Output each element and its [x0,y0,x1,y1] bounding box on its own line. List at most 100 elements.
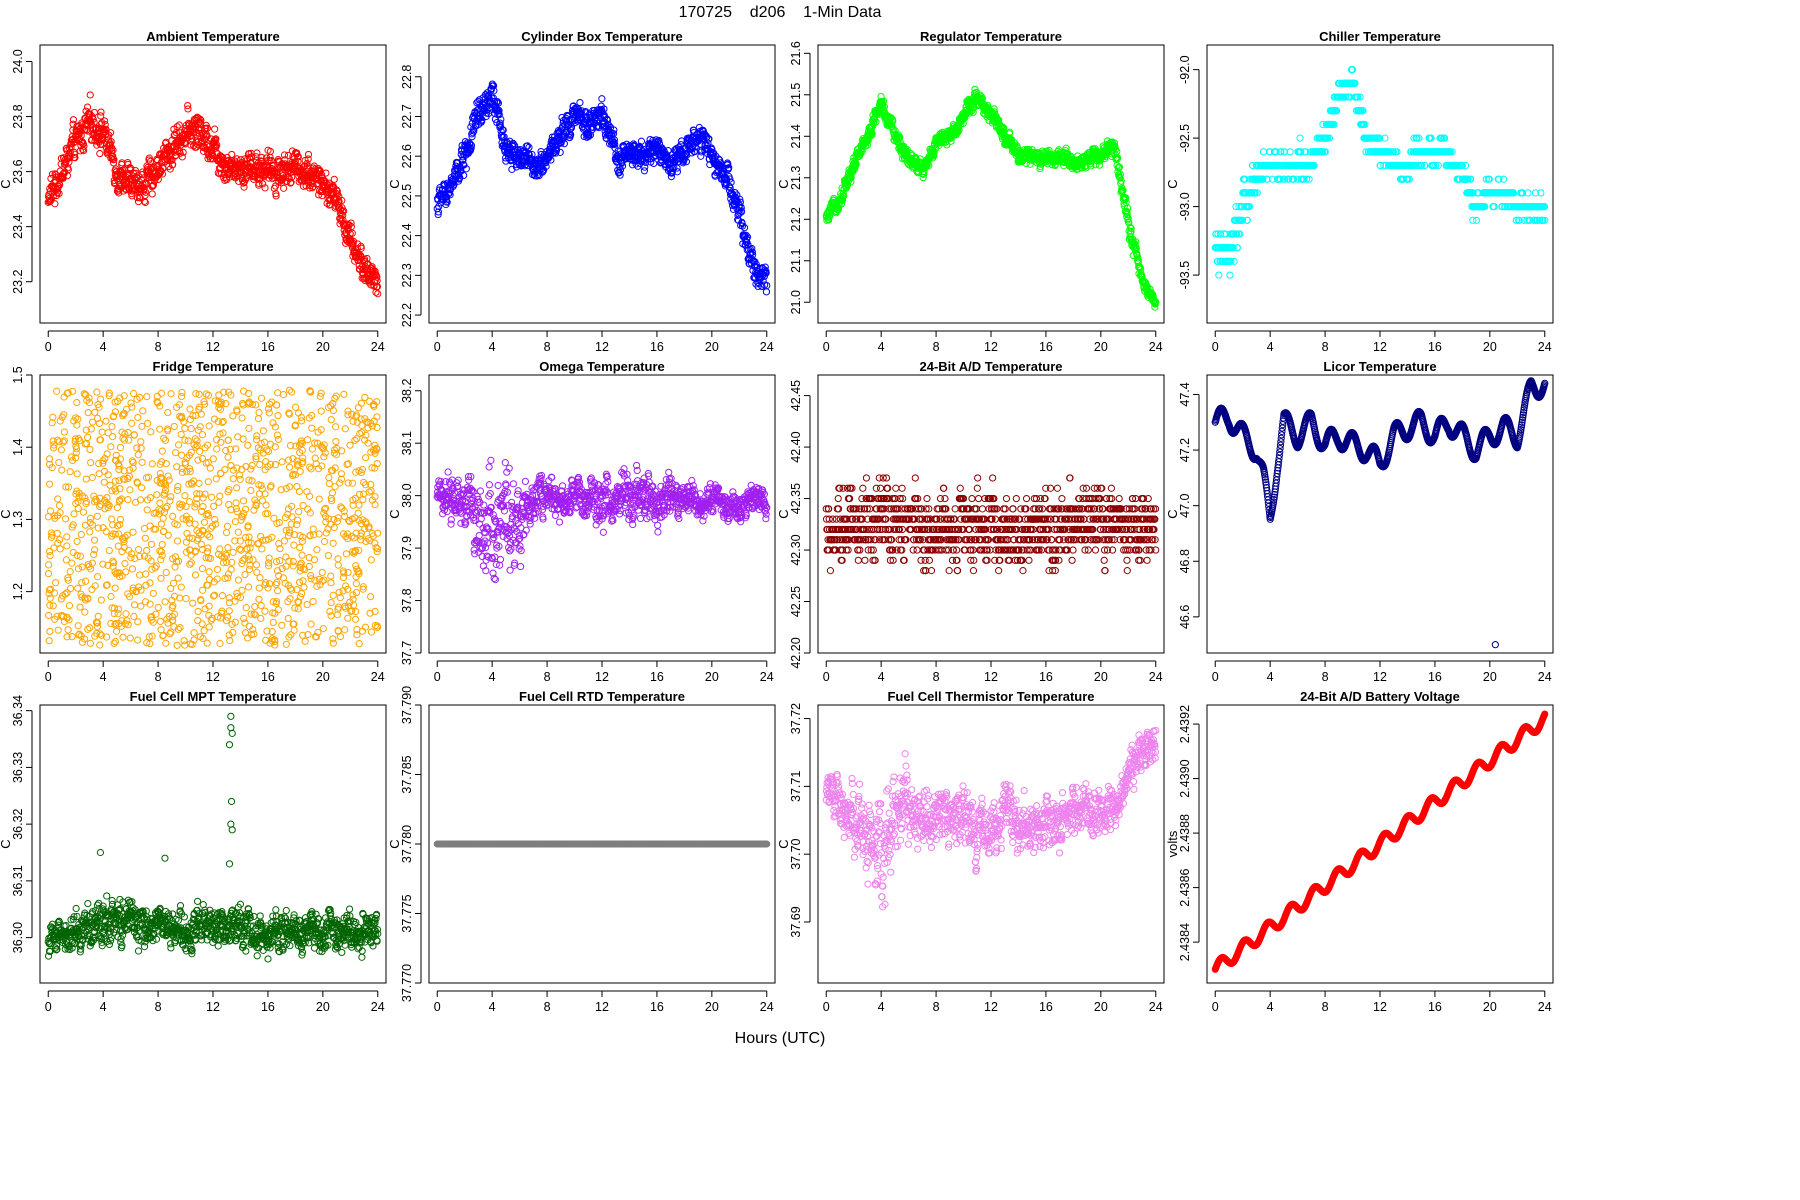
data-point [278,458,286,466]
data-point [215,498,223,506]
data-point [83,103,92,111]
data-point [255,595,263,603]
data-point [138,484,146,492]
data-point [108,144,116,152]
data-point [228,150,236,159]
data-point [198,565,207,573]
data-point [329,539,337,547]
y-tick-label: 22.5 [400,184,414,208]
y-axis-label: C [1165,179,1180,188]
x-axis: 0 4 8 12 16 20 24 [45,330,385,354]
data-point [173,486,181,494]
data-point [262,501,270,509]
data-point [71,154,79,162]
data-point [209,502,218,510]
data-point [73,398,81,407]
data-point [136,571,144,579]
data-point [173,537,182,545]
x-tick-label: 20 [705,340,719,354]
data-point [166,165,174,173]
data-point [244,634,252,642]
data-point [45,637,53,645]
x-tick-label: 24 [1538,340,1552,354]
data-point [291,403,300,411]
x-tick-label: 4 [878,340,885,354]
data-point [124,496,132,504]
data-point [51,579,60,587]
data-point [161,598,169,606]
data-point [304,155,312,163]
data-point [309,597,317,606]
x-tick-label: 0 [45,340,52,354]
data-point [239,497,248,505]
y-tick-label: 23.2 [11,270,25,294]
data-point [224,544,232,552]
data-point [234,528,242,536]
x-tick-label: 12 [1373,340,1387,354]
data-point [44,611,53,620]
x-tick-label: 12 [206,340,220,354]
data-point [172,449,180,457]
x-tick-label: 16 [650,340,664,354]
x-tick-label: 12 [984,340,998,354]
data-point [107,129,115,137]
y-tick-label: 23.6 [11,159,25,183]
data-point [203,141,211,150]
x-tick-label: 8 [544,340,551,354]
y-axis: -93.5-93.0-92.5-92.0 [1178,55,1200,290]
chart-panel-5: Fridge TemperatureC048121620241.21.31.41… [0,359,387,684]
data-point [339,207,348,215]
y-tick-label: 23.4 [11,214,25,238]
x-tick-label: 0 [434,340,441,354]
data-point [1215,271,1223,279]
data-point [97,112,105,120]
data-point [203,124,212,132]
data-point [145,154,153,162]
data-point [294,153,302,161]
data-point [269,161,278,169]
data-point [262,636,270,644]
y-tick-label: 22.2 [400,303,414,327]
data-point [122,610,130,618]
data-point [169,161,177,169]
data-points [44,91,382,298]
data-point [239,179,248,187]
data-point [64,166,72,174]
data-point [326,607,334,616]
y-tick-label: -92.5 [1178,124,1192,153]
x-tick-label: 20 [1483,340,1497,354]
data-point [293,149,301,157]
data-point [84,625,92,633]
data-points [1211,66,1549,279]
x-tick-label: 24 [1149,340,1163,354]
y-tick-label: 21.6 [789,41,803,65]
panel-title: Fridge Temperature [152,359,273,374]
data-point [598,95,606,103]
data-point [257,601,265,610]
figure-title: 170725 d206 1-Min Data [678,4,882,21]
data-point [148,460,156,468]
data-point [187,424,195,433]
data-point [134,413,142,422]
y-tick-label: 21.3 [789,166,803,190]
data-points [822,85,1160,311]
x-tick-label: 4 [489,340,496,354]
data-point [177,583,185,591]
data-point [274,587,282,595]
data-point [86,91,94,99]
data-point [267,156,275,165]
data-point [305,492,314,500]
data-point [259,180,267,188]
data-point [87,117,95,125]
y-tick-label: -93.5 [1178,261,1192,290]
data-point [374,290,382,298]
data-point [70,510,78,518]
data-point [576,98,584,107]
data-point [143,546,151,555]
data-point [51,200,59,208]
data-point [98,140,106,149]
data-point [80,147,88,155]
